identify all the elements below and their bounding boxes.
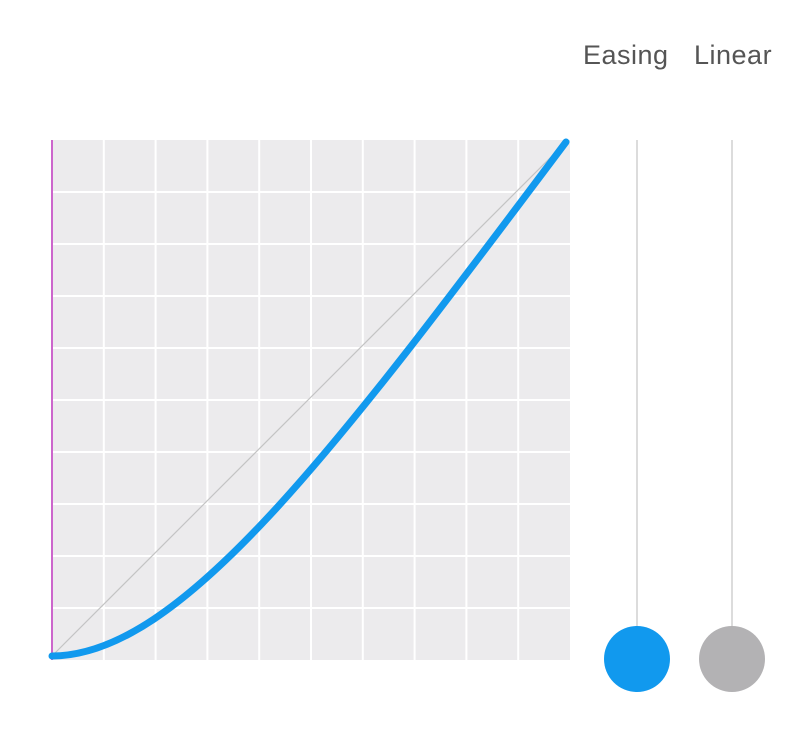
easing-label: Easing bbox=[583, 40, 669, 70]
linear-reference-line bbox=[51, 141, 567, 657]
linear-slider-knob[interactable] bbox=[699, 626, 765, 692]
linear-label: Linear bbox=[694, 40, 773, 70]
easing-slider-track bbox=[636, 140, 638, 640]
easing-curve bbox=[48, 138, 570, 660]
easing-slider-knob[interactable] bbox=[604, 626, 670, 692]
linear-slider-track bbox=[731, 140, 733, 640]
